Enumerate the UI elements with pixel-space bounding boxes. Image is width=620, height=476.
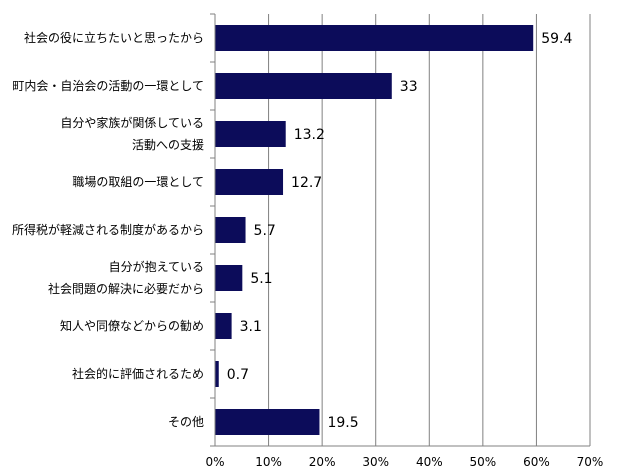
data-label: 5.7 [254,223,276,239]
bar [215,217,246,243]
bar [215,409,320,435]
data-label: 0.7 [227,367,249,383]
category-label: 社会的に評価されるため [72,366,204,381]
x-tick-label: 50% [470,455,497,469]
category-label: 社会の役に立ちたいと思ったから [24,30,204,45]
axes [210,13,590,447]
category-label: その他 [168,415,204,429]
x-tick-label: 30% [362,455,389,469]
x-tick-label: 60% [523,455,550,469]
bar [215,265,243,291]
x-tick-label: 40% [416,455,443,469]
bar [215,169,284,195]
bar [215,121,286,147]
category-label: 町内会・自治会の活動の一環として [12,79,204,93]
data-label: 5.1 [250,271,272,287]
bar [215,25,534,51]
category-label: 社会問題の解決に必要だから [48,281,204,296]
data-label: 12.7 [291,175,322,191]
x-tick-label: 70% [577,455,604,469]
data-label: 13.2 [294,127,325,143]
category-label: 知人や同僚などからの勧め [60,318,204,333]
data-label: 3.1 [240,319,262,335]
bars [215,25,534,435]
data-label: 59.4 [541,31,572,47]
bar [215,313,232,339]
x-tick-label: 0% [205,455,224,469]
labels: 0% 10% 20% 30% 40% 50% 60% 70% 59.4 社会の役に立ちたいと思った… [12,30,603,469]
x-tick-label: 20% [309,455,336,469]
data-label: 33 [400,79,418,95]
category-label: 自分が抱えている [109,259,204,274]
bar [215,73,392,99]
x-tick-label: 10% [255,455,282,469]
data-label: 19.5 [327,415,358,431]
bar [215,361,219,387]
category-label: 自分や家族が関係している [60,115,204,130]
category-label: 活動への支援 [132,138,204,152]
category-label: 所得税が軽減される制度があるから [12,222,204,237]
category-label: 職場の取組の一環として [72,175,204,189]
